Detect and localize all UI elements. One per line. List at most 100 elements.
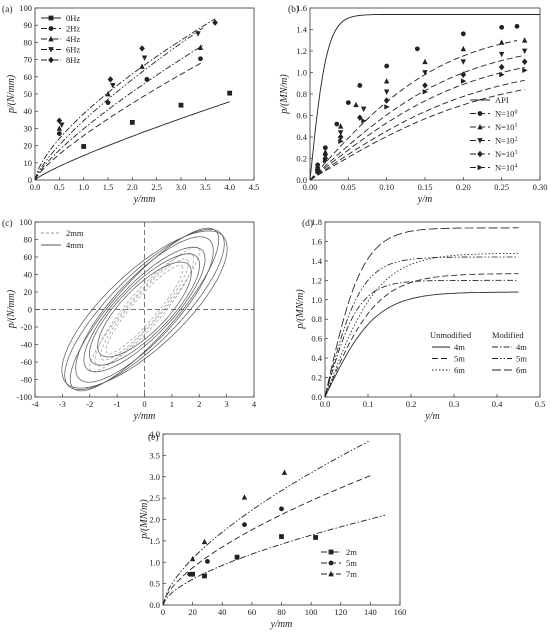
data-point <box>241 494 248 500</box>
legend-label: 2Hz <box>66 24 80 34</box>
y-tick-label: 1.6 <box>311 236 322 246</box>
legend-header-unmodified: Unmodified <box>430 330 472 340</box>
y-tick-label: -80 <box>21 375 32 385</box>
series-line-group <box>309 58 528 181</box>
y-tick-label: 20 <box>24 287 33 297</box>
data-point <box>201 538 208 545</box>
data-point <box>322 155 329 162</box>
y-tick-label: 70 <box>24 55 33 65</box>
x-tick-label: 3.0 <box>176 182 187 192</box>
data-point <box>322 145 328 151</box>
y-tick-label: 60 <box>24 72 33 82</box>
x-tick-label: -3 <box>59 399 66 409</box>
data-point <box>360 106 367 113</box>
legend-label-exponent: 2 <box>514 137 517 143</box>
x-tick-label: 100 <box>305 607 318 617</box>
hysteresis-loop <box>97 261 192 358</box>
legend-label: 5m <box>454 354 465 364</box>
x-tick-label: 0.00 <box>303 182 318 192</box>
x-tick-label: 3.5 <box>200 182 211 192</box>
legend-label-exponent: 0 <box>514 110 517 116</box>
legend-label-exponent: 1 <box>514 123 517 129</box>
x-tick-label: 140 <box>364 607 377 617</box>
x-tick-label: 120 <box>334 607 347 617</box>
legend-marker <box>477 164 483 171</box>
y-tick-label: 80 <box>24 37 33 47</box>
x-tick-label: 1.5 <box>103 182 114 192</box>
y-tick-label: 100 <box>19 3 32 13</box>
x-tick-label: 0.5 <box>54 182 65 192</box>
data-point <box>139 63 145 69</box>
y-tick-label: 20 <box>24 141 33 151</box>
x-tick-label: 1.0 <box>78 182 89 192</box>
y-tick-label: 30 <box>24 123 33 133</box>
data-point <box>281 469 288 475</box>
x-tick-label: 60 <box>248 607 257 617</box>
x-axis-label: y/m <box>424 411 439 422</box>
series-0Hz <box>34 90 233 181</box>
x-tick-label: 0.30 <box>533 182 548 192</box>
hysteresis-loop <box>69 227 220 392</box>
y-tick-label: 0.4 <box>311 353 322 363</box>
x-axis-label: y/mm <box>270 619 293 630</box>
series-2Hz <box>34 56 204 181</box>
data-point <box>129 119 135 125</box>
data-point <box>198 56 203 62</box>
data-point <box>212 19 218 26</box>
data-point <box>521 58 528 65</box>
y-tick-label: 0.8 <box>311 314 322 324</box>
y-tick-label: 10 <box>24 158 33 168</box>
legend-label: 2mm <box>66 228 84 238</box>
data-point <box>105 100 111 105</box>
panel-label: (b) <box>288 4 299 15</box>
data-point <box>383 78 390 84</box>
legend-marker <box>328 571 334 577</box>
data-point <box>190 571 196 577</box>
hysteresis-loop <box>100 258 189 361</box>
data-point <box>345 100 351 105</box>
legend-label: 7m <box>346 569 357 579</box>
series-2m <box>162 514 386 606</box>
y-tick-label: 2.0 <box>149 515 160 525</box>
hysteresis-loop <box>64 228 225 391</box>
data-point <box>337 133 344 141</box>
y-tick-label: 0.6 <box>296 111 307 121</box>
legend-label-base: N=10 <box>495 109 514 119</box>
x-axis-label: y/mm <box>133 194 156 205</box>
y-tick-label: 0.4 <box>296 132 307 142</box>
data-point <box>110 83 116 89</box>
data-point <box>56 131 62 136</box>
x-tick-label: 2 <box>197 399 201 409</box>
data-point <box>514 23 520 29</box>
data-point <box>105 91 111 97</box>
data-point <box>227 90 233 96</box>
data-point <box>414 46 420 52</box>
data-point <box>522 67 528 74</box>
data-point <box>56 125 63 131</box>
series-line <box>34 27 204 181</box>
legend-label: 4mm <box>66 240 84 250</box>
legend-marker <box>477 150 483 158</box>
series-line <box>309 40 518 181</box>
data-point <box>422 58 428 65</box>
x-tick-label: 0.0 <box>30 182 41 192</box>
legend-label: 2m <box>346 547 357 557</box>
series-8Hz <box>34 18 218 181</box>
y-tick-label: 1.0 <box>149 557 160 567</box>
y-tick-label: 4.0 <box>149 429 160 439</box>
hysteresis-loop <box>89 246 200 373</box>
y-tick-label: 100 <box>19 217 32 227</box>
x-tick-label: 1 <box>170 399 174 409</box>
series-line <box>34 101 230 181</box>
plot-frame <box>324 221 541 398</box>
data-point <box>521 37 528 43</box>
x-tick-label: 0.3 <box>449 399 460 409</box>
data-point <box>422 89 428 95</box>
legend-marker <box>328 549 334 555</box>
data-point <box>81 144 87 149</box>
legend-label: N=102 <box>495 136 517 146</box>
plot-frame <box>162 433 401 606</box>
